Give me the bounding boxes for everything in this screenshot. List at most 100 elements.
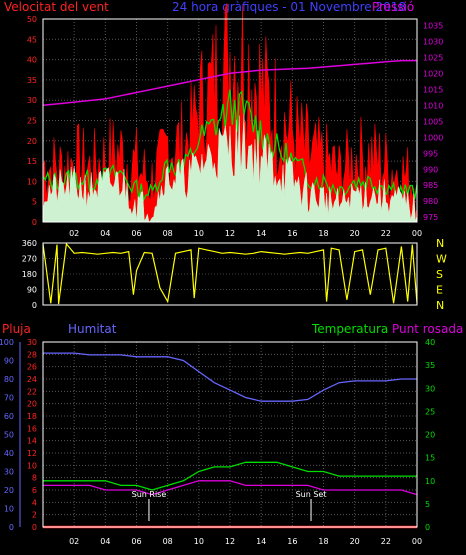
x-tick-label: 02: [69, 229, 79, 238]
humidity-tick-label: 80: [4, 375, 14, 384]
wind-average-line: [42, 89, 418, 203]
pressure-line: [42, 59, 417, 107]
x-tick-label: 14: [256, 537, 266, 546]
temperature-tick-label: 30: [425, 384, 435, 393]
wind-axis-title: Velocitat del vent: [4, 0, 109, 14]
humidity-tick-label: 30: [4, 468, 14, 477]
x-tick-label: 18: [318, 537, 328, 546]
x-tick-label: 22: [381, 537, 391, 546]
humidity-tick-label: 60: [4, 412, 14, 421]
rain-tick-label: 10: [27, 461, 37, 470]
humidity-tick-label: 50: [4, 431, 14, 440]
pressure-tick-label: 1000: [423, 133, 443, 142]
humidity-tick-label: 40: [4, 449, 14, 458]
sunset-label: Sun Set: [296, 490, 327, 499]
pressure-tick-label: 1015: [423, 85, 443, 94]
direction-tick-label: 270: [22, 255, 37, 264]
temperature-axis-title: Temperatura: [312, 322, 389, 336]
rain-tick-label: 22: [27, 387, 37, 396]
wind-tick-label: 15: [27, 157, 37, 166]
pressure-tick-label: 1035: [423, 21, 443, 30]
wind-tick-label: 35: [27, 76, 37, 85]
x-tick-label: 00: [412, 229, 422, 238]
wind-tick-label: 30: [27, 96, 37, 105]
pressure-tick-label: 995: [423, 149, 438, 158]
rain-tick-label: 0: [32, 523, 37, 532]
humidity-tick-label: 10: [4, 505, 14, 514]
sunrise-label: Sun Rise: [132, 490, 167, 499]
pressure-tick-label: 990: [423, 165, 438, 174]
wind-tick-label: 20: [27, 137, 37, 146]
x-tick-label: 12: [225, 537, 235, 546]
x-tick-label: 20: [350, 229, 360, 238]
humidity-tick-label: 100: [0, 338, 14, 347]
humidity-axis-title: Humitat: [68, 322, 117, 336]
wind-tick-label: 50: [27, 15, 37, 24]
dewpoint-line: [43, 480, 418, 496]
x-tick-label: 06: [131, 537, 141, 546]
x-tick-label: 06: [131, 229, 141, 238]
rain-tick-label: 2: [32, 511, 37, 520]
rain-tick-label: 30: [27, 338, 37, 347]
temperature-tick-label: 15: [425, 454, 435, 463]
temperature-tick-label: 0: [425, 523, 430, 532]
humidity-line: [43, 352, 417, 402]
x-tick-label: 02: [69, 537, 79, 546]
pressure-tick-label: 1005: [423, 117, 443, 126]
x-tick-label: 10: [194, 537, 204, 546]
rain-tick-label: 20: [27, 400, 37, 409]
rain-tick-label: 6: [32, 486, 37, 495]
pressure-tick-label: 975: [423, 213, 438, 222]
temperature-line: [43, 461, 417, 491]
wind-speed-area: [42, 113, 418, 223]
x-tick-label: 00: [412, 537, 422, 546]
pressure-tick-label: 1020: [423, 69, 443, 78]
direction-tick-label: 360: [22, 239, 37, 248]
temperature-tick-label: 40: [425, 338, 435, 347]
compass-label: S: [436, 268, 443, 281]
wind-tick-label: 5: [32, 198, 37, 207]
pressure-tick-label: 1025: [423, 53, 443, 62]
temperature-tick-label: 35: [425, 361, 435, 370]
temperature-tick-label: 25: [425, 407, 435, 416]
compass-label: N: [436, 299, 444, 312]
x-tick-label: 16: [287, 537, 297, 546]
direction-tick-label: 0: [32, 301, 37, 310]
rain-tick-label: 28: [27, 350, 37, 359]
chart-title: 24 hora gràfiques - 01 Novembre 2018: [172, 0, 407, 14]
wind-tick-label: 40: [27, 56, 37, 65]
wind-plot-frame: [42, 18, 418, 223]
rain-tick-label: 4: [32, 498, 37, 507]
humidity-tick-label: 0: [9, 523, 14, 532]
humidity-plot-frame: [42, 341, 418, 528]
x-tick-label: 18: [318, 229, 328, 238]
rain-tick-label: 26: [27, 363, 37, 372]
wind-tick-label: 45: [27, 35, 37, 44]
pressure-tick-label: 1010: [423, 101, 443, 110]
direction-tick-label: 180: [22, 270, 37, 279]
rain-tick-label: 14: [27, 437, 37, 446]
temperature-tick-label: 20: [425, 431, 435, 440]
humidity-tick-label: 90: [4, 357, 14, 366]
humidity-tick-label: 70: [4, 394, 14, 403]
rain-tick-label: 24: [27, 375, 37, 384]
pressure-tick-label: 1030: [423, 37, 443, 46]
direction-plot-frame: [42, 242, 418, 306]
x-tick-label: 20: [350, 537, 360, 546]
compass-label: N: [436, 237, 444, 250]
pressure-tick-label: 980: [423, 197, 438, 206]
x-tick-label: 22: [381, 229, 391, 238]
rain-tick-label: 12: [27, 449, 37, 458]
wind-tick-label: 25: [27, 117, 37, 126]
x-tick-label: 14: [256, 229, 266, 238]
x-tick-label: 08: [163, 537, 173, 546]
compass-label: E: [436, 284, 443, 297]
rain-axis-title: Pluja: [2, 322, 31, 336]
rain-tick-label: 16: [27, 424, 37, 433]
rain-tick-label: 8: [32, 474, 37, 483]
dewpoint-axis-title: Punt rosada: [392, 322, 464, 336]
temperature-tick-label: 10: [425, 477, 435, 486]
x-tick-label: 04: [100, 537, 110, 546]
pressure-tick-label: 985: [423, 181, 438, 190]
